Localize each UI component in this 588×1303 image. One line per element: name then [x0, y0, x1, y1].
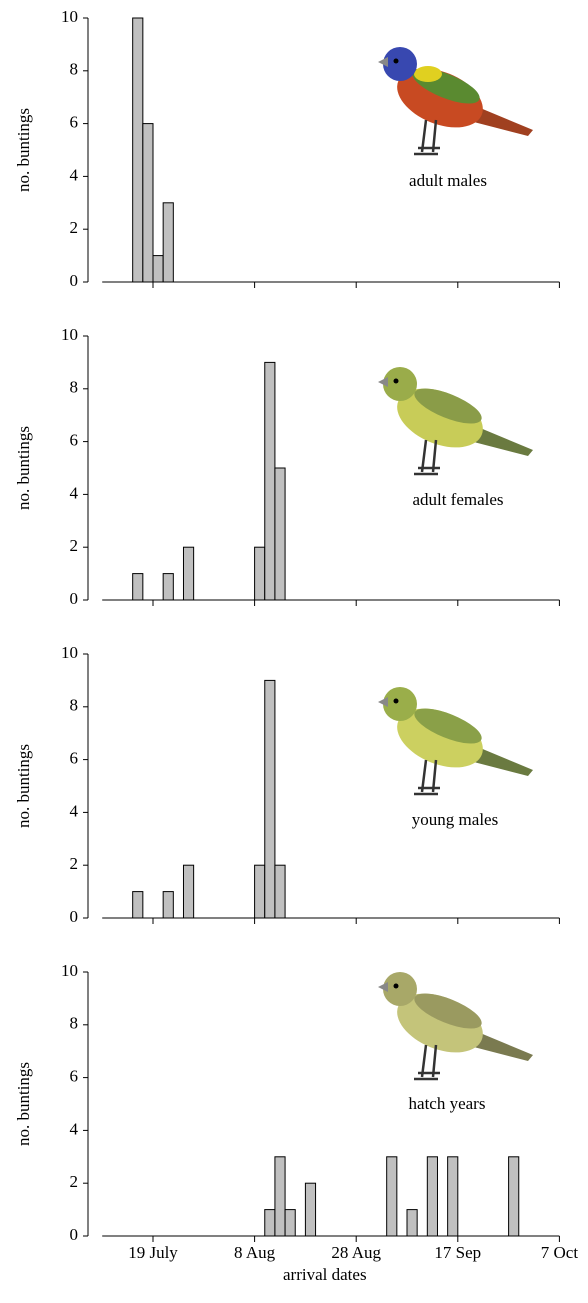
bar: [264, 679, 276, 919]
bar: [274, 864, 286, 919]
bar: [254, 864, 266, 919]
bar: [132, 891, 144, 919]
x-tick-label: 19 July: [128, 1243, 178, 1262]
bar: [142, 123, 154, 283]
bar: [254, 546, 266, 601]
x-tick-label: 7 Oct: [541, 1243, 579, 1262]
annotation: adult females: [412, 490, 503, 509]
y-tick-label: 8: [70, 696, 79, 715]
bar: [274, 1156, 286, 1237]
y-tick-label: 6: [70, 749, 79, 768]
bird-illustration: [378, 972, 533, 1081]
bar: [264, 361, 276, 601]
bar: [264, 1209, 276, 1237]
bar: [447, 1156, 459, 1237]
x-tick-label: 8 Aug: [234, 1243, 276, 1262]
bar: [304, 1182, 317, 1237]
bar: [132, 17, 144, 283]
x-tick-label: 28 Aug: [331, 1243, 381, 1262]
bird-illustration: [378, 687, 533, 796]
y-tick-label: 4: [70, 483, 79, 502]
y-axis-label: no. buntings: [14, 1062, 33, 1146]
annotation: hatch years: [409, 1094, 486, 1113]
annotation: adult males: [409, 171, 487, 190]
y-tick-label: 10: [61, 325, 78, 344]
y-axis-label: no. buntings: [14, 426, 33, 510]
y-tick-label: 8: [70, 1014, 79, 1033]
x-axis-label: arrival dates: [283, 1265, 367, 1284]
y-tick-label: 2: [70, 218, 79, 237]
bar: [132, 573, 144, 601]
y-tick-label: 0: [70, 1225, 79, 1244]
bar: [162, 202, 174, 283]
y-tick-label: 4: [70, 1119, 79, 1138]
y-tick-label: 6: [70, 431, 79, 450]
y-tick-label: 2: [70, 536, 79, 555]
y-tick-label: 10: [61, 7, 78, 26]
annotation: young males: [412, 810, 498, 829]
bar: [508, 1156, 520, 1237]
y-tick-label: 0: [70, 589, 79, 608]
y-tick-label: 8: [70, 60, 79, 79]
y-tick-label: 0: [70, 271, 79, 290]
y-tick-label: 0: [70, 907, 79, 926]
y-tick-label: 2: [70, 854, 79, 873]
bar: [162, 891, 174, 919]
y-tick-label: 10: [61, 961, 78, 980]
bar: [182, 864, 195, 919]
bar: [284, 1209, 296, 1237]
bar: [386, 1156, 398, 1237]
bird-illustration: [378, 367, 533, 476]
y-tick-label: 10: [61, 643, 78, 662]
y-tick-label: 6: [70, 1067, 79, 1086]
y-axis-label: no. buntings: [14, 108, 33, 192]
bar: [274, 467, 286, 601]
y-tick-label: 4: [70, 165, 79, 184]
y-tick-label: 8: [70, 378, 79, 397]
bar: [406, 1209, 418, 1237]
y-tick-label: 4: [70, 801, 79, 820]
bar: [152, 255, 164, 283]
y-tick-label: 6: [70, 113, 79, 132]
bar: [182, 546, 195, 601]
x-tick-label: 17 Sep: [434, 1243, 481, 1262]
bar: [426, 1156, 438, 1237]
bar: [162, 573, 174, 601]
bird-illustration: [378, 47, 533, 156]
y-tick-label: 2: [70, 1172, 79, 1191]
y-axis-label: no. buntings: [14, 744, 33, 828]
